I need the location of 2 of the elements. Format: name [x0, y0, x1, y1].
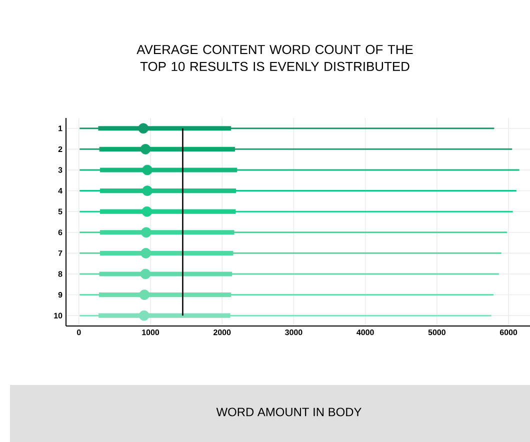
- text: WORD AMOUNT IN BODY: [216, 408, 362, 416]
- chart-title: AVERAGE CONTENT WORD COUNT OF THE TOP 10 RESULTS IS EVENLY DISTRIBUTED: [136, 44, 413, 72]
